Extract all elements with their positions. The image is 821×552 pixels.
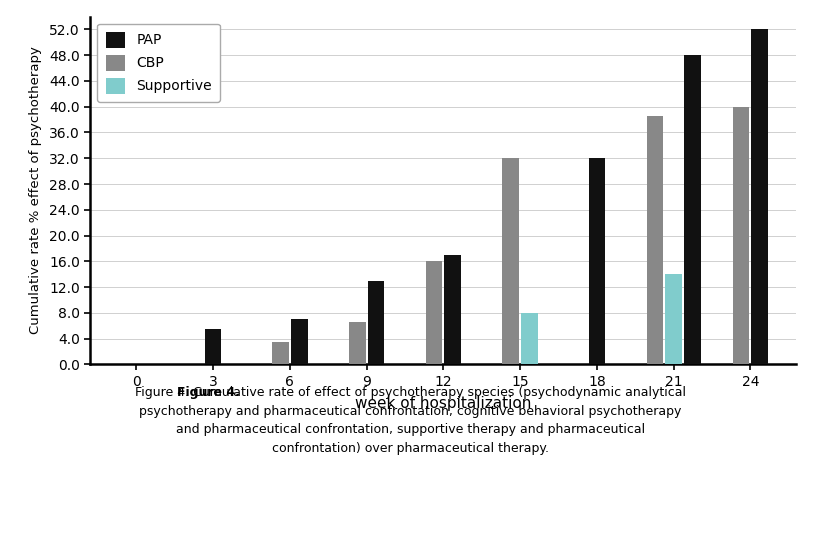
Bar bbox=[684, 55, 700, 364]
Bar bbox=[589, 158, 605, 364]
Y-axis label: Cumulative rate % effect of psychotherapy: Cumulative rate % effect of psychotherap… bbox=[29, 46, 42, 335]
Bar bbox=[291, 319, 308, 364]
Text: Figure 4. Cumulative rate of effect of psychotherapy species (psychodynamic anal: Figure 4. Cumulative rate of effect of p… bbox=[135, 386, 686, 455]
Legend: PAP, CBP, Supportive: PAP, CBP, Supportive bbox=[97, 24, 220, 102]
Bar bbox=[751, 29, 768, 364]
Bar bbox=[732, 107, 750, 364]
Bar bbox=[444, 255, 461, 364]
Text: Figure 4.: Figure 4. bbox=[177, 386, 240, 400]
Bar bbox=[665, 274, 682, 364]
X-axis label: week of hospitalization: week of hospitalization bbox=[355, 396, 531, 411]
Bar bbox=[204, 329, 222, 364]
Bar bbox=[349, 322, 365, 364]
Bar bbox=[521, 313, 538, 364]
Bar bbox=[273, 342, 289, 364]
Bar bbox=[425, 261, 443, 364]
Bar bbox=[368, 280, 384, 364]
Bar bbox=[647, 116, 663, 364]
Bar bbox=[502, 158, 519, 364]
